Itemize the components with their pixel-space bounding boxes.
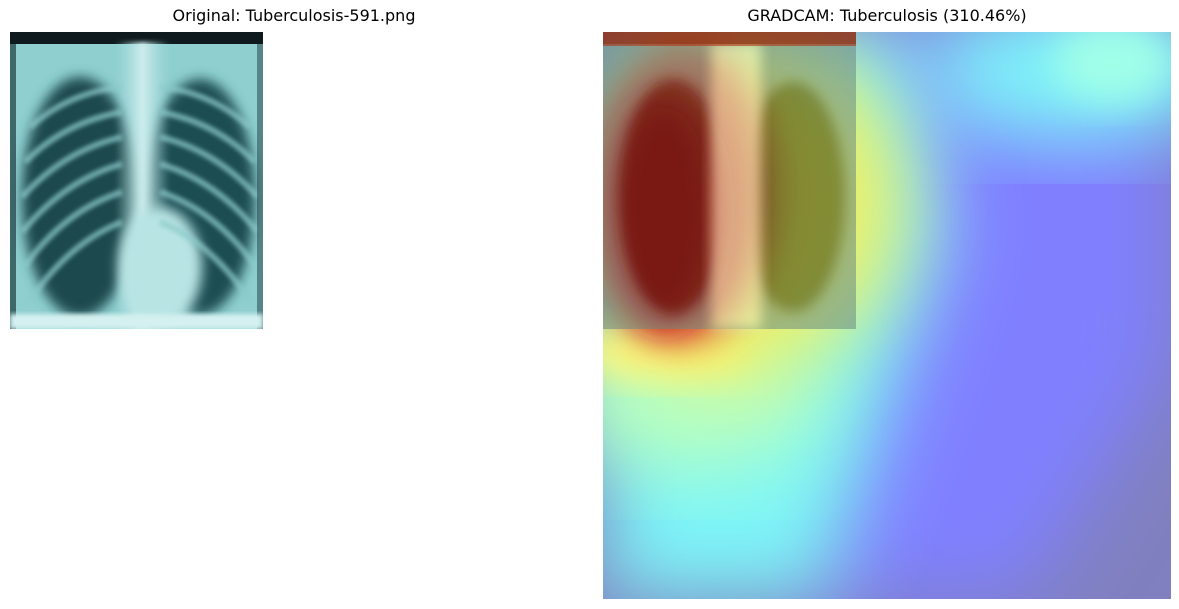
original-image-title: Original: Tuberculosis-591.png bbox=[172, 6, 416, 25]
original-xray-image bbox=[10, 32, 263, 329]
gradcam-heatmap-image bbox=[603, 32, 1171, 599]
gradcam-image-title: GRADCAM: Tuberculosis (310.46%) bbox=[747, 6, 1027, 25]
